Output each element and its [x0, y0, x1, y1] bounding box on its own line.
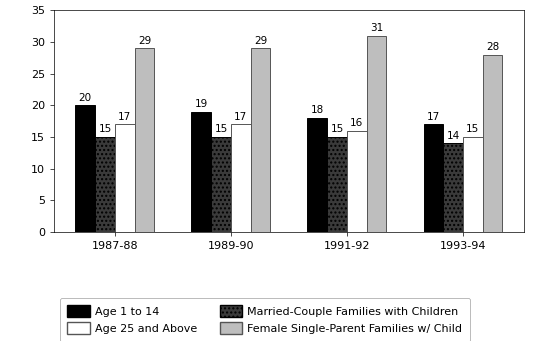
Text: 17: 17 [234, 112, 247, 122]
Bar [231, 124, 251, 232]
Bar [463, 137, 483, 232]
Bar [307, 118, 327, 232]
Bar [95, 137, 115, 232]
Bar [251, 48, 271, 232]
Bar [327, 137, 347, 232]
Text: 29: 29 [254, 36, 267, 46]
Text: 18: 18 [310, 105, 324, 115]
Bar [76, 105, 95, 232]
Legend: Age 1 to 14, Age 25 and Above, Married-Couple Families with Children, Female Sin: Age 1 to 14, Age 25 and Above, Married-C… [59, 298, 470, 341]
Bar [483, 55, 502, 232]
Bar [367, 35, 387, 232]
Bar [347, 131, 367, 232]
Bar [134, 48, 154, 232]
Text: 16: 16 [350, 118, 363, 128]
Text: 15: 15 [214, 124, 228, 134]
Text: 31: 31 [370, 23, 383, 33]
Text: 17: 17 [118, 112, 131, 122]
Text: 15: 15 [466, 124, 480, 134]
Bar [115, 124, 134, 232]
Bar [211, 137, 231, 232]
Bar [443, 143, 463, 232]
Text: 19: 19 [194, 99, 208, 109]
Text: 15: 15 [98, 124, 112, 134]
Text: 20: 20 [79, 93, 92, 103]
Text: 15: 15 [330, 124, 343, 134]
Text: 28: 28 [486, 42, 499, 52]
Bar [191, 112, 211, 232]
Text: 17: 17 [427, 112, 440, 122]
Text: 29: 29 [138, 36, 151, 46]
Text: 14: 14 [447, 131, 460, 141]
Bar [423, 124, 443, 232]
